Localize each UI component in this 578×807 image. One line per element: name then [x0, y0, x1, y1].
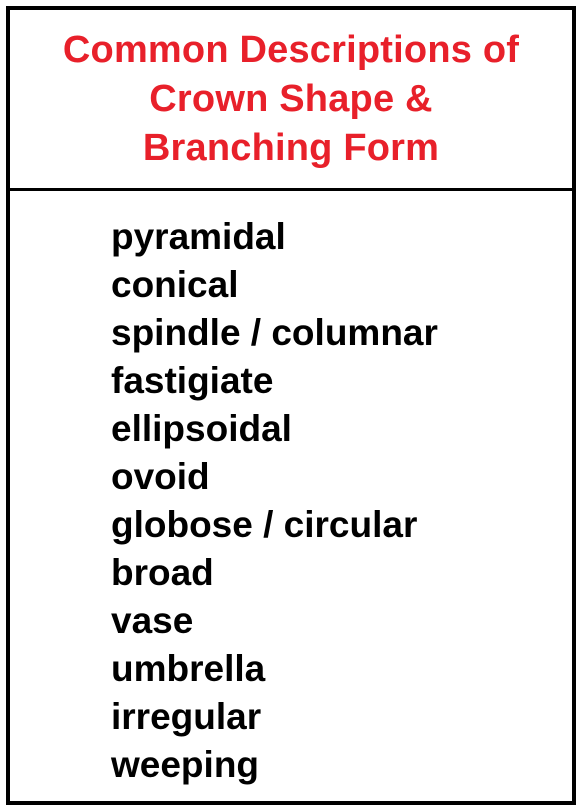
list-item: weeping [111, 744, 260, 785]
list-item: spindle / columnar [111, 312, 438, 353]
list-item: fastigiate [111, 360, 274, 401]
list-item: pyramidal [111, 216, 286, 257]
list-item: conical [111, 264, 239, 305]
list-item: ovoid [111, 456, 210, 497]
list-item: irregular [111, 696, 262, 737]
list-item: vase [111, 600, 194, 641]
list-item: globose / circular [111, 504, 418, 545]
title-line-2: Crown Shape & [149, 77, 433, 120]
descriptions-card: Common Descriptions of Crown Shape & Bra… [6, 6, 576, 805]
list-item: ellipsoidal [111, 408, 292, 449]
card-header: Common Descriptions of Crown Shape & Bra… [10, 10, 572, 191]
list-item: broad [111, 552, 214, 593]
title-line-3: Branching Form [142, 126, 440, 169]
title-line-1: Common Descriptions of [62, 28, 520, 71]
terms-list: pyramidal conical spindle / columnar fas… [111, 213, 438, 789]
list-item: umbrella [111, 648, 266, 689]
